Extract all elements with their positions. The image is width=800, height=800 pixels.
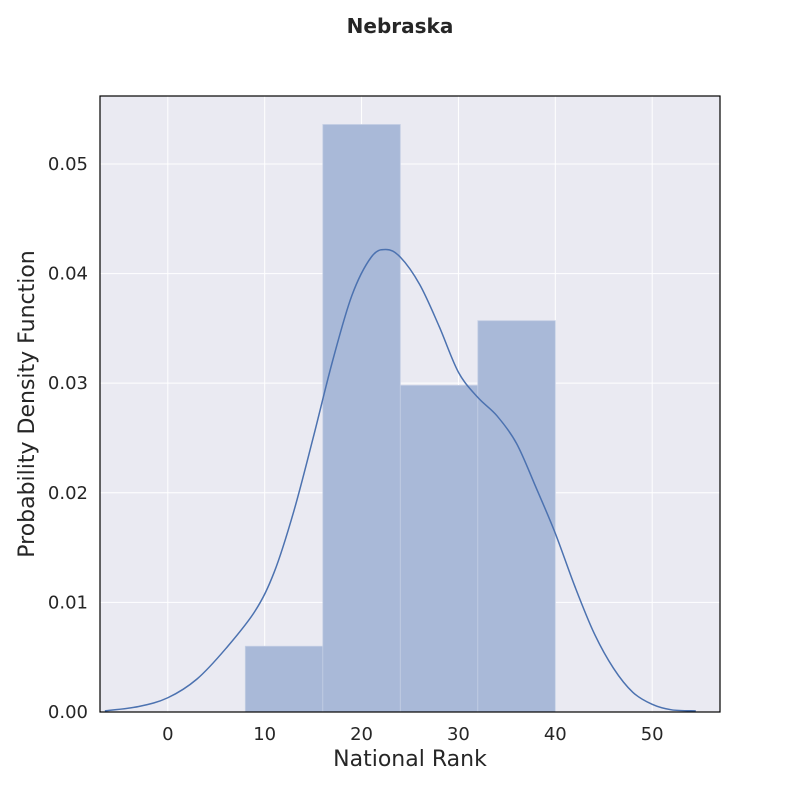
histogram-bar [244, 645, 324, 713]
histogram-bar [399, 384, 479, 713]
y-tick-label: 0.02 [48, 483, 88, 504]
x-tick-labels: 0 10 20 30 40 50 [162, 724, 664, 745]
chart-title: Nebraska [347, 14, 454, 38]
y-tick-label: 0.01 [48, 592, 88, 613]
y-tick-label: 0.03 [48, 373, 88, 394]
y-tick-label: 0.00 [48, 702, 88, 723]
histogram-bars [244, 124, 556, 713]
x-tick-label: 40 [544, 724, 567, 745]
plot-frame [99, 95, 721, 713]
x-tick-label: 30 [447, 724, 470, 745]
x-tick-label: 20 [350, 724, 373, 745]
histogram-bar [322, 124, 401, 713]
y-tick-label: 0.05 [48, 154, 88, 175]
x-tick-label: 50 [641, 724, 664, 745]
histogram-bar [477, 320, 556, 713]
y-tick-label: 0.04 [48, 264, 88, 285]
y-tick-labels: 0.00 0.01 0.02 0.03 0.04 0.05 [48, 154, 88, 723]
kde-line [104, 248, 696, 712]
x-axis-label: National Rank [333, 747, 487, 772]
x-tick-label: 10 [253, 724, 276, 745]
y-axis-label: Probability Density Function [15, 250, 40, 558]
x-tick-label: 0 [162, 724, 173, 745]
